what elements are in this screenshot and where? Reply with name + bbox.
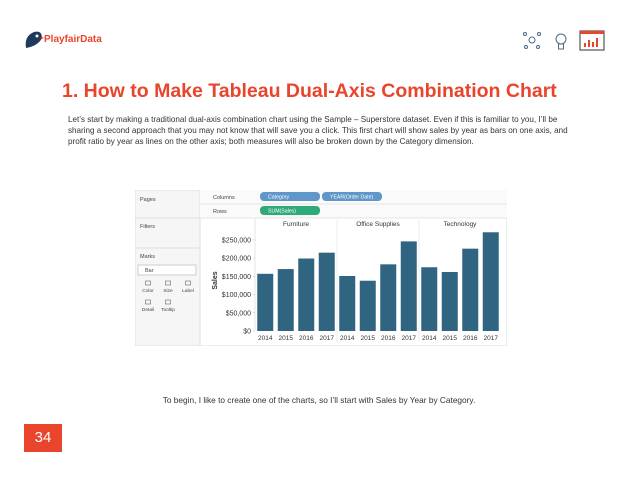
mark-card: Detail [142,307,154,313]
x-tick-label: 2014 [422,335,437,342]
rows-label: Rows [213,209,227,215]
pane-header: Office Supplies [356,221,400,228]
bar [441,271,458,331]
mark-card-icon [145,299,151,305]
x-tick-label: 2016 [381,335,396,342]
y-tick-label: $250,000 [222,237,251,244]
x-tick-label: 2015 [279,335,294,342]
y-axis-title: Sales [212,271,219,289]
mark-card: Size [163,288,173,294]
pill-text: YEAR(Order Date) [330,195,374,201]
bar [359,280,376,331]
pane-header: Furniture [283,221,309,228]
x-tick-label: 2014 [340,335,355,342]
marks-label: Marks [140,254,155,260]
title: 1. How to Make Tableau Dual-Axis Combina… [62,80,557,102]
x-tick-label: 2017 [402,335,417,342]
bar [421,267,438,331]
y-tick-label: $50,000 [226,310,251,317]
pill-text: Category [268,195,289,201]
page-number: 34 [24,424,62,452]
x-tick-label: 2015 [361,335,376,342]
y-tick-label: $150,000 [222,274,251,281]
caption: To begin, I like to create one of the ch… [162,395,476,405]
header-icons [523,30,605,51]
mark-card: Label [182,288,194,294]
tableau-screenshot: Pages Filters Marks Bar Color Size Label Detail… [135,190,507,346]
pill-text: SUM(Sales) [268,209,296,215]
bar [257,273,274,331]
x-tick-label: 2017 [484,335,499,342]
x-tick-label: 2016 [463,335,478,342]
mark-type: Bar [145,268,154,274]
logo-bird [25,31,44,48]
bar [339,275,356,331]
y-tick-label: $100,000 [222,292,251,299]
pill [260,206,320,215]
mark-card: Color [142,288,154,294]
x-tick-label: 2016 [299,335,314,342]
mark-card: Tooltip [161,307,175,313]
pill [322,192,382,201]
filters-label: Filters [140,224,155,230]
mark-card-icon [145,280,151,286]
y-tick-label: $0 [243,329,251,336]
bar [277,269,294,331]
columns-label: Columns [213,195,235,201]
bar [462,248,479,331]
bar [298,258,315,331]
y-tick-label: $200,000 [222,256,251,263]
bar [400,241,417,331]
pill [260,192,320,201]
x-tick-label: 2015 [443,335,458,342]
paragraph: Let’s start by making a traditional dual… [68,115,568,146]
bar [380,264,397,331]
pages-label: Pages [140,197,156,203]
mark-card-icon [165,299,171,305]
bar [482,232,499,331]
x-tick-label: 2014 [258,335,273,342]
logo-text: PlayfairData [44,34,102,45]
mark-card-icon [185,280,191,286]
x-tick-label: 2017 [320,335,335,342]
bar [318,252,335,331]
pane-header: Technology [444,221,478,228]
mark-card-icon [165,280,171,286]
